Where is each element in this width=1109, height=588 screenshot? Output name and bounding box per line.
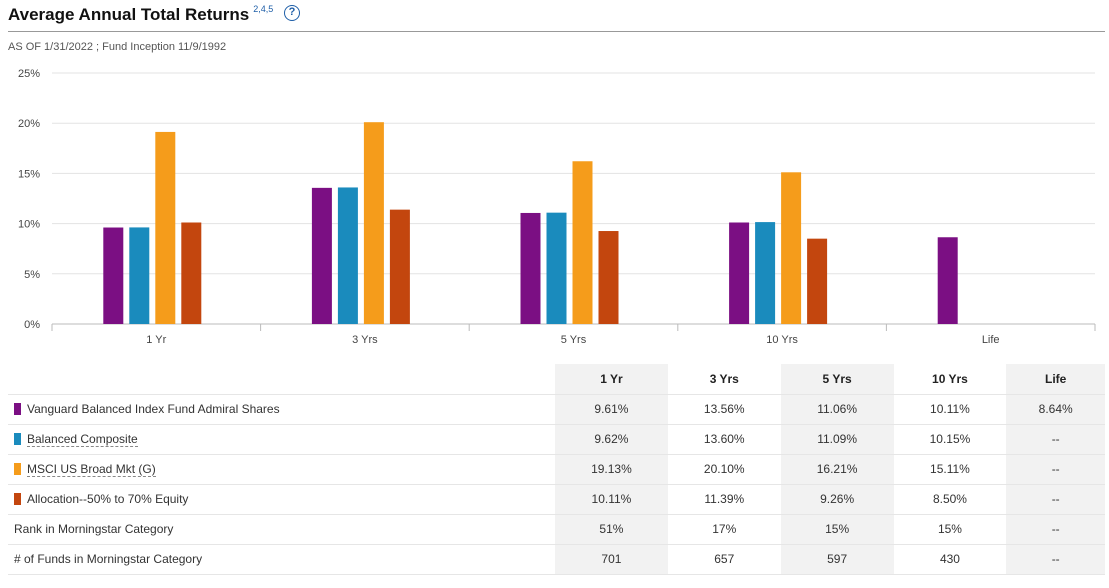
- bar: [807, 238, 828, 324]
- row-label: Allocation--50% to 70% Equity: [27, 492, 189, 506]
- bar: [546, 212, 567, 324]
- x-tick-label: 10 Yrs: [766, 334, 798, 346]
- legend-swatch: [14, 463, 21, 475]
- value-cell: 20.10%: [667, 454, 781, 485]
- value-cell: 8.64%: [1006, 394, 1105, 425]
- returns-table: 1 Yr 3 Yrs 5 Yrs 10 Yrs Life Vanguard Balanc…: [8, 364, 1105, 575]
- row-label: Rank in Morningstar Category: [14, 522, 174, 536]
- benchmark-link[interactable]: Balanced Composite: [27, 432, 138, 447]
- column-header: 3 Yrs: [667, 364, 781, 395]
- row-label: Vanguard Balanced Index Fund Admiral Sha…: [27, 402, 280, 416]
- row-label-cell: Rank in Morningstar Category: [8, 514, 555, 545]
- section-header: Average Annual Total Returns 2,4,5 ?: [8, 2, 1105, 32]
- value-cell: 15.11%: [893, 454, 1007, 485]
- value-cell: 10.11%: [555, 484, 668, 515]
- value-cell: --: [1006, 544, 1105, 575]
- bar: [937, 237, 958, 324]
- row-label-cell: MSCI US Broad Mkt (G): [8, 454, 555, 485]
- bar: [572, 161, 593, 324]
- bar: [181, 222, 202, 324]
- y-tick-label: 0%: [24, 319, 40, 331]
- table-row: MSCI US Broad Mkt (G) 19.13% 20.10% 16.21% 1…: [8, 454, 1105, 485]
- bar: [755, 222, 776, 324]
- value-cell: 17%: [667, 514, 781, 545]
- bar: [520, 212, 541, 324]
- row-label: # of Funds in Morningstar Category: [14, 552, 203, 566]
- x-tick-label: 5 Yrs: [561, 334, 587, 346]
- value-cell: 15%: [893, 514, 1007, 545]
- value-cell: 9.61%: [555, 394, 668, 425]
- value-cell: 51%: [555, 514, 668, 545]
- row-label-cell: Allocation--50% to 70% Equity: [8, 484, 555, 515]
- value-cell: 13.60%: [667, 424, 781, 455]
- section-title: Average Annual Total Returns 2,4,5: [8, 4, 273, 25]
- as-of-date: AS OF 1/31/2022 ; Fund Inception 11/9/19…: [8, 41, 227, 53]
- y-tick-label: 10%: [18, 219, 40, 231]
- table-row: Allocation--50% to 70% Equity 10.11% 11.39…: [8, 484, 1105, 515]
- legend-swatch: [14, 403, 21, 415]
- column-header: 5 Yrs: [780, 364, 894, 395]
- column-header: Life: [1006, 364, 1105, 395]
- value-cell: 11.39%: [667, 484, 781, 515]
- value-cell: 11.09%: [780, 424, 894, 455]
- table-header-blank: [8, 364, 555, 395]
- y-tick-label: 15%: [18, 168, 40, 180]
- footnote-refs[interactable]: 2,4,5: [253, 4, 274, 14]
- value-cell: 10.11%: [893, 394, 1007, 425]
- value-cell: --: [1006, 424, 1105, 455]
- value-cell: 657: [667, 544, 781, 575]
- value-cell: 13.56%: [667, 394, 781, 425]
- bar: [311, 187, 332, 324]
- x-tick-label: 1 Yr: [146, 334, 166, 346]
- column-header: 10 Yrs: [893, 364, 1007, 395]
- bar: [389, 209, 410, 324]
- y-tick-label: 20%: [18, 118, 40, 130]
- value-cell: 597: [780, 544, 894, 575]
- legend-swatch: [14, 493, 21, 505]
- bar: [781, 172, 802, 324]
- returns-bar-chart: 0% 5% 10% 15% 20% 25% 1 Yr 3 Yrs 5 Yrs 10 Yrs Life: [18, 68, 1096, 346]
- bar: [103, 227, 124, 324]
- bar: [155, 131, 176, 324]
- bar: [129, 227, 150, 324]
- y-tick-label: 5%: [24, 269, 40, 281]
- title-text: Average Annual Total Returns: [8, 5, 250, 24]
- value-cell: 16.21%: [780, 454, 894, 485]
- bar: [598, 231, 619, 324]
- legend-swatch: [14, 433, 21, 445]
- table-row: Balanced Composite 9.62% 13.60% 11.09% 10.15…: [8, 424, 1105, 455]
- column-header: 1 Yr: [555, 364, 668, 395]
- value-cell: 701: [555, 544, 668, 575]
- row-label-cell: # of Funds in Morningstar Category: [8, 544, 555, 575]
- value-cell: 9.26%: [780, 484, 894, 515]
- value-cell: 9.62%: [555, 424, 668, 455]
- x-tick-label: Life: [982, 334, 1000, 346]
- value-cell: 8.50%: [893, 484, 1007, 515]
- value-cell: --: [1006, 484, 1105, 515]
- table-row: Rank in Morningstar Category 51% 17% 15% 15%…: [8, 514, 1105, 545]
- bar: [729, 222, 750, 324]
- value-cell: 11.06%: [780, 394, 894, 425]
- row-label-cell: Vanguard Balanced Index Fund Admiral Sha…: [8, 394, 555, 425]
- table-row: Vanguard Balanced Index Fund Admiral Sha…: [8, 394, 1105, 425]
- value-cell: --: [1006, 514, 1105, 545]
- value-cell: --: [1006, 454, 1105, 485]
- value-cell: 430: [893, 544, 1007, 575]
- value-cell: 15%: [780, 514, 894, 545]
- value-cell: 19.13%: [555, 454, 668, 485]
- bar: [363, 122, 384, 324]
- table-row: # of Funds in Morningstar Category 701 657…: [8, 544, 1105, 575]
- value-cell: 10.15%: [893, 424, 1007, 455]
- row-label-cell: Balanced Composite: [8, 424, 555, 455]
- bar: [337, 187, 358, 324]
- x-tick-label: 3 Yrs: [352, 334, 378, 346]
- benchmark-link[interactable]: MSCI US Broad Mkt (G): [27, 462, 156, 477]
- y-tick-label: 25%: [18, 68, 40, 80]
- help-icon[interactable]: ?: [284, 5, 300, 21]
- table-header-row: 1 Yr 3 Yrs 5 Yrs 10 Yrs Life: [8, 364, 1105, 395]
